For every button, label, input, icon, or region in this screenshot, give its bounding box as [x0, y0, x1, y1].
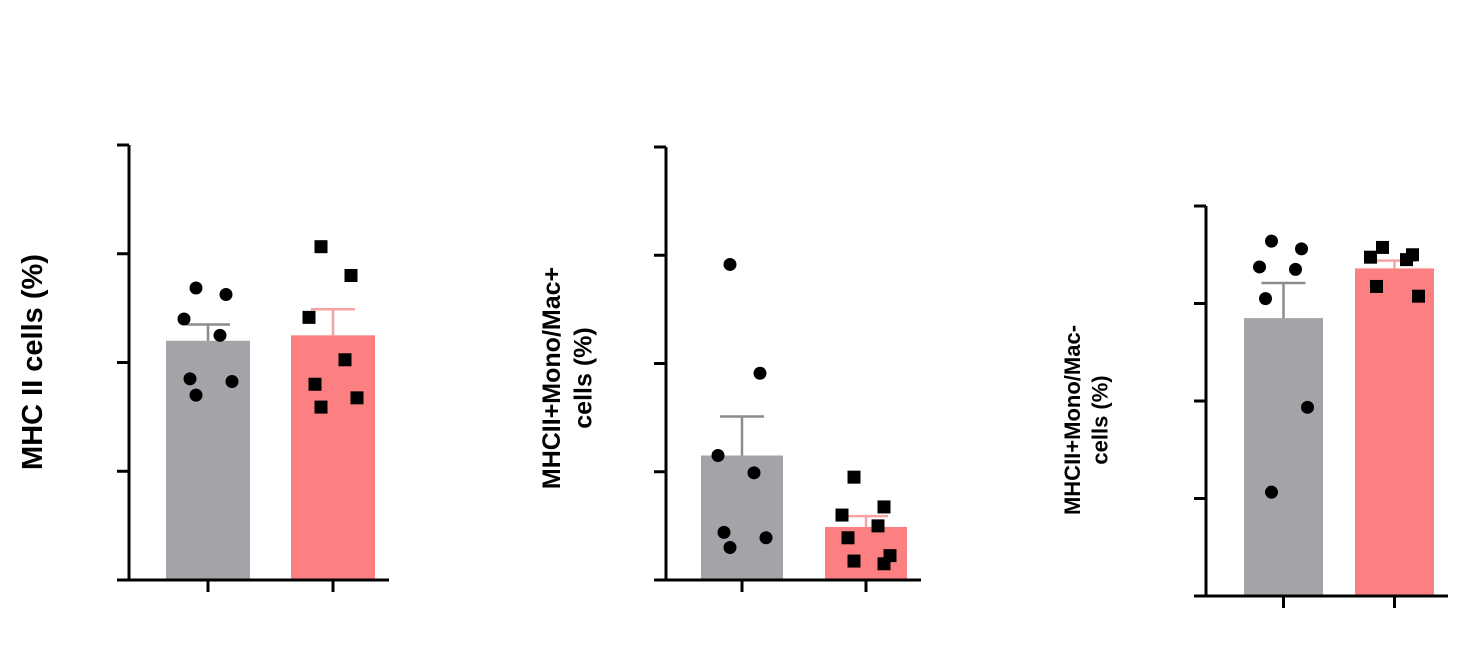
- data-point: [1400, 253, 1413, 267]
- data-point: [350, 391, 364, 405]
- data-point: [1295, 242, 1308, 256]
- data-point: [871, 519, 885, 533]
- data-point: [1253, 260, 1266, 274]
- data-point: [753, 366, 767, 380]
- data-point: [1289, 262, 1302, 276]
- bar: [701, 455, 783, 580]
- data-point: [1301, 400, 1314, 414]
- y-axis-title-line: cells (%): [569, 327, 597, 428]
- data-point: [877, 557, 891, 571]
- data-point: [1412, 289, 1425, 303]
- data-point: [189, 281, 203, 295]
- data-point: [1364, 250, 1377, 264]
- y-axis-title-line: cells (%): [1088, 375, 1113, 464]
- data-point: [183, 372, 197, 386]
- data-point: [1259, 292, 1272, 306]
- data-point: [1376, 240, 1389, 254]
- bar: [291, 335, 375, 580]
- data-point: [711, 449, 725, 463]
- data-point: [847, 470, 861, 484]
- y-axis-title: MHC II cells (%): [17, 254, 49, 470]
- data-point: [308, 377, 322, 391]
- data-point: [225, 375, 239, 389]
- data-point: [219, 288, 233, 302]
- y-axis-title: MHCII+Mono/Mac-cells (%): [1060, 325, 1113, 515]
- data-point: [344, 269, 358, 282]
- data-point: [1370, 279, 1383, 293]
- bar: [1355, 268, 1434, 596]
- data-point: [847, 554, 861, 568]
- bar: [1244, 318, 1323, 596]
- data-point: [213, 328, 227, 342]
- data-point: [338, 353, 352, 367]
- data-point: [747, 466, 761, 480]
- data-point: [723, 541, 737, 555]
- data-point: [759, 531, 773, 545]
- data-point: [723, 257, 737, 271]
- data-point: [835, 508, 849, 522]
- bar: [166, 340, 250, 580]
- data-point: [841, 531, 855, 545]
- y-axis-title: MHCII+Mono/Mac+ cells (%): [538, 267, 597, 489]
- data-point: [314, 240, 328, 254]
- y-axis-title-line: MHCII+Mono/Mac+: [538, 267, 566, 489]
- data-point: [1265, 234, 1278, 248]
- data-point: [1265, 485, 1278, 499]
- y-axis-title-line: MHCII+Mono/Mac-: [1060, 325, 1085, 515]
- data-point: [717, 525, 731, 539]
- data-point: [302, 310, 316, 324]
- data-point: [177, 312, 191, 326]
- data-point: [189, 388, 203, 402]
- data-point: [877, 500, 891, 514]
- data-point: [314, 400, 328, 414]
